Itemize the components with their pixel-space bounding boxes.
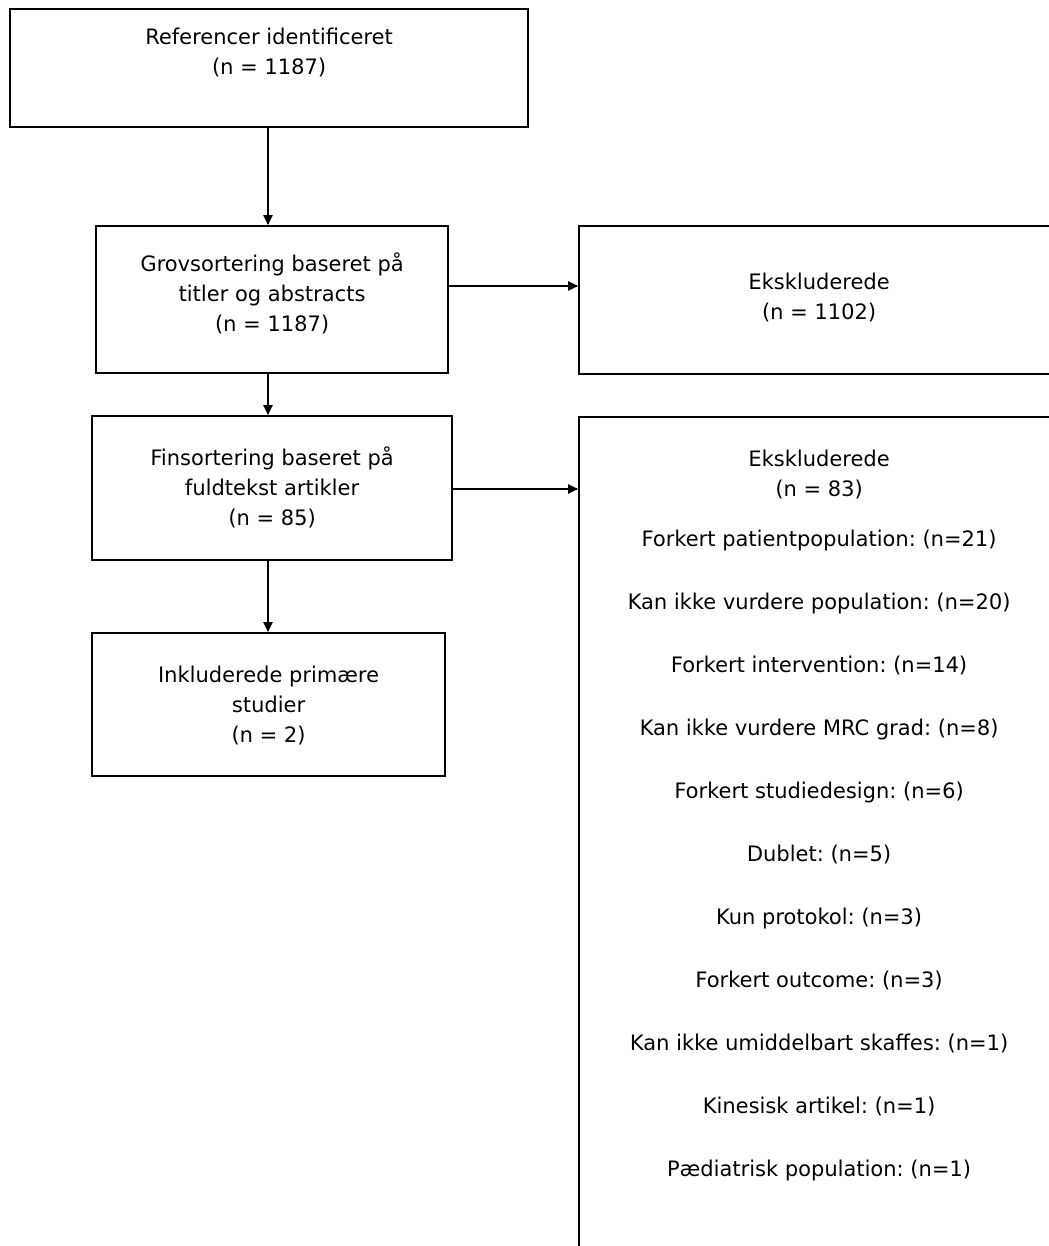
screening-count: (n = 1187) <box>214 312 330 336</box>
identified-box: Referencer identificeret (n = 1187) <box>9 8 529 128</box>
excluded-screening-title: Ekskluderede <box>748 270 890 294</box>
exclusion-reason: Pædiatrisk population: (n=1) <box>667 1157 971 1181</box>
excluded-fulltext-title: Ekskluderede <box>748 447 890 471</box>
excluded-fulltext-count: (n = 83) <box>775 477 863 501</box>
exclusion-reason: Forkert intervention: (n=14) <box>670 653 968 677</box>
fulltext-count: (n = 85) <box>228 506 316 530</box>
excluded-screening-box: Ekskluderede (n = 1102) <box>578 225 1049 375</box>
included-line2: studier <box>231 693 306 717</box>
exclusion-reason: Kinesisk artikel: (n=1) <box>702 1094 936 1118</box>
exclusion-reason: Kun protokol: (n=3) <box>716 905 922 929</box>
exclusion-reason: Dublet: (n=5) <box>746 842 892 866</box>
screening-line2: titler og abstracts <box>178 282 366 306</box>
exclusion-reason: Forkert patientpopulation: (n=21) <box>641 527 997 551</box>
screening-box: Grovsortering baseret på titler og abstr… <box>95 225 449 374</box>
fulltext-box: Finsortering baseret på fuldtekst artikl… <box>91 415 453 561</box>
exclusion-reason: Kan ikke umiddelbart skaffes: (n=1) <box>629 1031 1009 1055</box>
included-count: (n = 2) <box>231 723 306 747</box>
excluded-screening-count: (n = 1102) <box>761 300 877 324</box>
fulltext-line2: fuldtekst artikler <box>184 476 360 500</box>
identified-title: Referencer identificeret <box>145 25 393 49</box>
fulltext-line1: Finsortering baseret på <box>150 446 394 470</box>
included-box: Inkluderede primære studier (n = 2) <box>91 632 446 777</box>
screening-line1: Grovsortering baseret på <box>140 252 404 276</box>
exclusion-reason: Kan ikke vurdere population: (n=20) <box>627 590 1011 614</box>
included-line1: Inkluderede primære <box>157 663 380 687</box>
excluded-fulltext-box: Ekskluderede (n = 83) Forkert patientpop… <box>578 416 1049 1246</box>
exclusion-reasons-list: Forkert patientpopulation: (n=21) Kan ik… <box>580 524 1049 1217</box>
exclusion-reason: Forkert studiedesign: (n=6) <box>674 779 964 803</box>
identified-count: (n = 1187) <box>211 55 327 79</box>
exclusion-reason: Forkert outcome: (n=3) <box>695 968 943 992</box>
exclusion-reason: Kan ikke vurdere MRC grad: (n=8) <box>639 716 999 740</box>
